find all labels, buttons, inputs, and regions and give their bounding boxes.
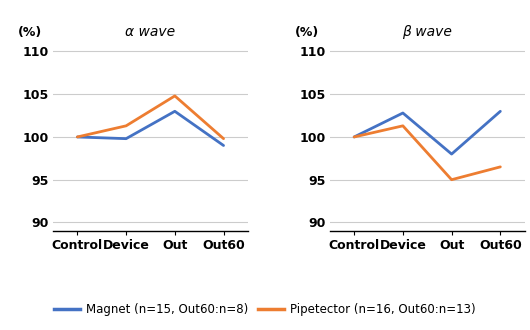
Title: α wave: α wave xyxy=(126,25,175,39)
Title: β wave: β wave xyxy=(402,25,452,39)
Text: (%): (%) xyxy=(18,26,42,39)
Legend: Magnet (n=15, Out60:n=8), Pipetector (n=16, Out60:n=13): Magnet (n=15, Out60:n=8), Pipetector (n=… xyxy=(50,298,480,321)
Text: (%): (%) xyxy=(295,26,319,39)
